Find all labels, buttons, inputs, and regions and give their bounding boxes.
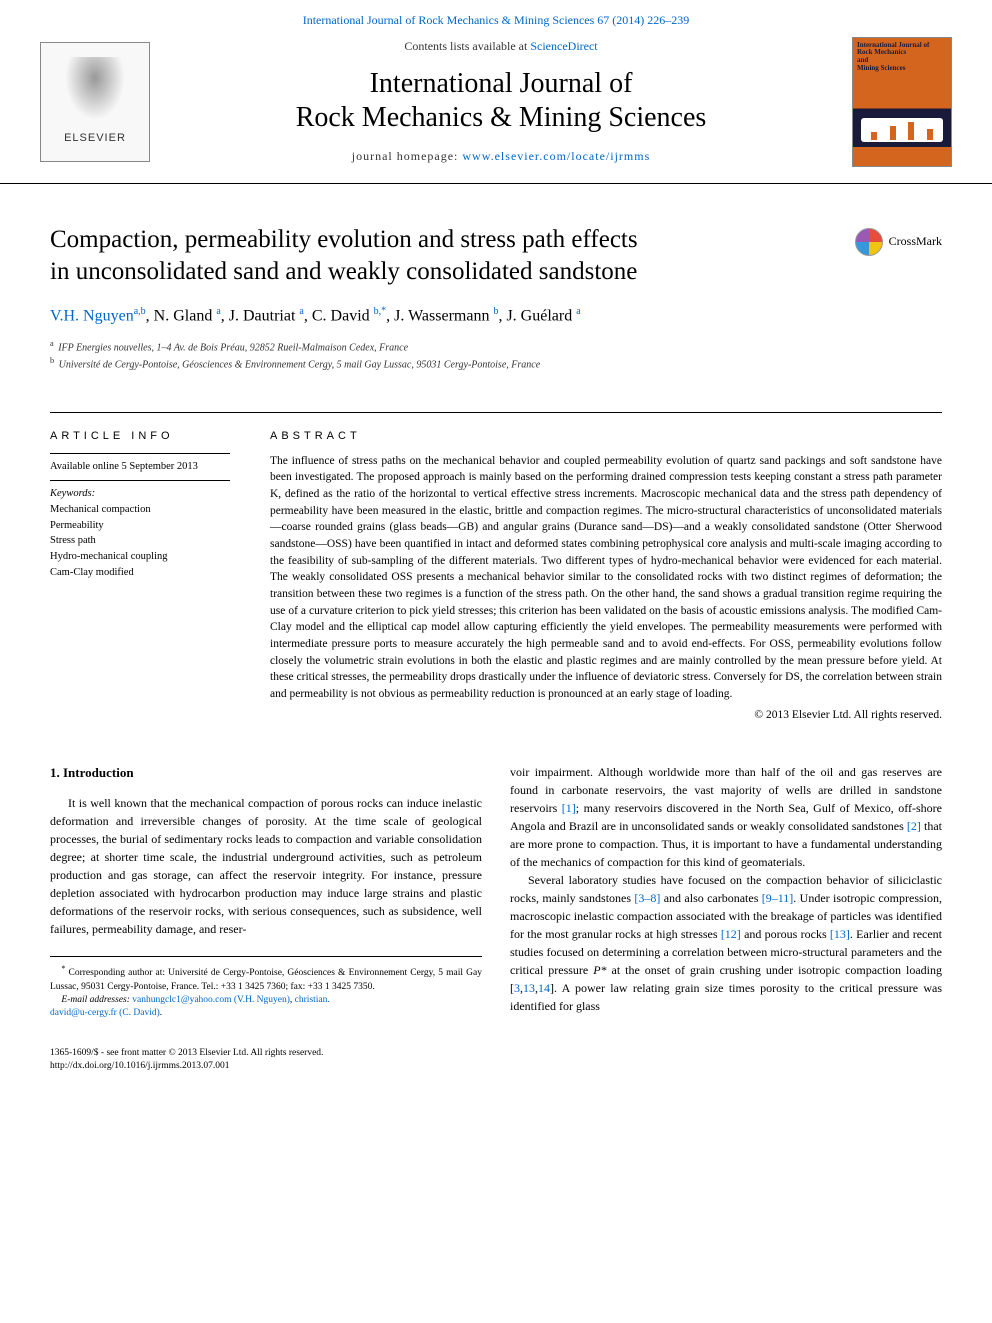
crossmark-icon xyxy=(855,228,883,256)
cover-chart-icon xyxy=(861,118,943,142)
elsevier-logo[interactable]: ELSEVIER xyxy=(40,42,150,162)
foot-matter: 1365-1609/$ - see front matter © 2013 El… xyxy=(0,1041,992,1094)
authors-line: V.H. Nguyena,b, N. Gland a, J. Dautriat … xyxy=(50,305,942,328)
abstract-copyright: © 2013 Elsevier Ltd. All rights reserved… xyxy=(270,707,942,723)
email-david-link-part1[interactable]: christian. xyxy=(295,995,330,1005)
body-column-left: 1. Introduction It is well known that th… xyxy=(50,763,482,1021)
intro-paragraph-1: It is well known that the mechanical com… xyxy=(50,794,482,938)
author-nguyen[interactable]: V.H. Nguyen xyxy=(50,307,134,324)
body-column-right: voir impairment. Although worldwide more… xyxy=(510,763,942,1021)
text-run: and porous rocks xyxy=(741,927,830,941)
contents-prefix: Contents lists available at xyxy=(404,39,530,53)
keyword: Permeability xyxy=(50,518,246,534)
elsevier-tree-icon xyxy=(60,57,130,127)
meta-abstract-row: ARTICLE INFO Available online 5 Septembe… xyxy=(50,412,942,723)
journal-citation-link[interactable]: International Journal of Rock Mechanics … xyxy=(0,0,992,37)
abstract-heading: ABSTRACT xyxy=(270,429,942,444)
keywords-label: Keywords: xyxy=(50,487,246,502)
author-wassermann: , J. Wassermann xyxy=(386,307,493,324)
article-header: CrossMark Compaction, permeability evolu… xyxy=(0,184,992,400)
divider xyxy=(50,453,230,454)
cover-text: International Journal of Rock Mechanics … xyxy=(857,42,947,73)
elsevier-label: ELSEVIER xyxy=(64,131,126,146)
issn-line: 1365-1609/$ - see front matter © 2013 El… xyxy=(50,1047,942,1060)
author-nguyen-affil: a,b xyxy=(134,306,146,317)
article-info-column: ARTICLE INFO Available online 5 Septembe… xyxy=(50,429,270,723)
cover-line4: Mining Sciences xyxy=(857,64,905,72)
email-david-link-part2[interactable]: david@u-cergy.fr (C. David) xyxy=(50,1008,160,1018)
affiliation-b: b Université de Cergy-Pontoise, Géoscien… xyxy=(50,355,942,372)
journal-title-line1: International Journal of xyxy=(370,68,633,99)
affil-a-sup: a xyxy=(50,339,54,348)
email-label: E-mail addresses: xyxy=(61,995,132,1005)
title-line2: in unconsolidated sand and weakly consol… xyxy=(50,258,637,285)
ref-link-13[interactable]: [13] xyxy=(830,927,850,941)
email-nguyen-link[interactable]: vanhungclc1@yahoo.com (V.H. Nguyen) xyxy=(132,995,290,1005)
affiliation-a: a IFP Energies nouvelles, 1–4 Av. de Boi… xyxy=(50,338,942,355)
ref-link-9-11[interactable]: [9–11] xyxy=(762,891,794,905)
keyword: Hydro-mechanical coupling xyxy=(50,549,246,565)
journal-title: International Journal of Rock Mechanics … xyxy=(166,67,836,134)
ref-link-13b[interactable]: 13 xyxy=(523,981,535,995)
email-footnote: E-mail addresses: vanhungclc1@yahoo.com … xyxy=(50,994,482,1021)
affil-b-sup: b xyxy=(50,356,54,365)
author-gland: , N. Gland xyxy=(146,307,217,324)
homepage-line: journal homepage: www.elsevier.com/locat… xyxy=(166,148,836,165)
intro-paragraph-1-cont: voir impairment. Although worldwide more… xyxy=(510,763,942,871)
author-guelard: , J. Guélard xyxy=(498,307,576,324)
affiliations: a IFP Energies nouvelles, 1–4 Av. de Boi… xyxy=(50,338,942,373)
footnotes: * Corresponding author at: Université de… xyxy=(50,956,482,1020)
affil-a-text: IFP Energies nouvelles, 1–4 Av. de Bois … xyxy=(56,342,408,353)
doi-line: http://dx.doi.org/10.1016/j.ijrmms.2013.… xyxy=(50,1060,942,1073)
crossmark-label: CrossMark xyxy=(889,233,942,250)
article-title: Compaction, permeability evolution and s… xyxy=(50,224,942,289)
variable-pstar: P* xyxy=(593,963,606,977)
author-dautriat: , J. Dautriat xyxy=(221,307,300,324)
author-david: , C. David xyxy=(304,307,374,324)
ref-link-3-8[interactable]: [3–8] xyxy=(634,891,660,905)
online-date: Available online 5 September 2013 xyxy=(50,460,246,475)
contents-line: Contents lists available at ScienceDirec… xyxy=(166,38,836,55)
section-heading-introduction: 1. Introduction xyxy=(50,763,482,783)
article-info-heading: ARTICLE INFO xyxy=(50,429,246,444)
homepage-prefix: journal homepage: xyxy=(352,149,463,163)
abstract-column: ABSTRACT The influence of stress paths o… xyxy=(270,429,942,723)
title-line1: Compaction, permeability evolution and s… xyxy=(50,226,638,253)
affil-b-text: Université de Cergy-Pontoise, Géoscience… xyxy=(56,359,540,370)
journal-cover-thumbnail[interactable]: International Journal of Rock Mechanics … xyxy=(852,37,952,167)
crossmark-badge[interactable]: CrossMark xyxy=(855,228,942,256)
homepage-link[interactable]: www.elsevier.com/locate/ijrmms xyxy=(462,149,650,163)
text-run: and also carbonates xyxy=(660,891,761,905)
corresponding-text: Corresponding author at: Université de C… xyxy=(50,968,482,991)
email-dot: . xyxy=(160,1008,162,1018)
corresponding-footnote: * Corresponding author at: Université de… xyxy=(50,963,482,994)
header-center: Contents lists available at ScienceDirec… xyxy=(150,38,852,165)
keyword: Cam-Clay modified xyxy=(50,565,246,581)
keyword: Mechanical compaction xyxy=(50,502,246,518)
intro-paragraph-2: Several laboratory studies have focused … xyxy=(510,871,942,1015)
sciencedirect-link[interactable]: ScienceDirect xyxy=(530,39,597,53)
journal-header-banner: ELSEVIER Contents lists available at Sci… xyxy=(0,37,992,184)
journal-title-line2: Rock Mechanics & Mining Sciences xyxy=(296,102,707,133)
ref-link-14[interactable]: 14 xyxy=(538,981,550,995)
author-guelard-affil: a xyxy=(576,306,580,317)
keyword: Stress path xyxy=(50,533,246,549)
text-run: . A power law relating grain size times … xyxy=(510,981,942,1013)
ref-link-1[interactable]: [1] xyxy=(562,801,576,815)
abstract-text: The influence of stress paths on the mec… xyxy=(270,453,942,703)
body-two-column: 1. Introduction It is well known that th… xyxy=(0,723,992,1041)
ref-link-2[interactable]: [2] xyxy=(907,819,921,833)
divider xyxy=(50,480,230,481)
text-run: at the onset of grain crushing under iso… xyxy=(607,963,942,977)
ref-link-12[interactable]: [12] xyxy=(721,927,741,941)
keywords-list: Mechanical compaction Permeability Stres… xyxy=(50,502,246,581)
